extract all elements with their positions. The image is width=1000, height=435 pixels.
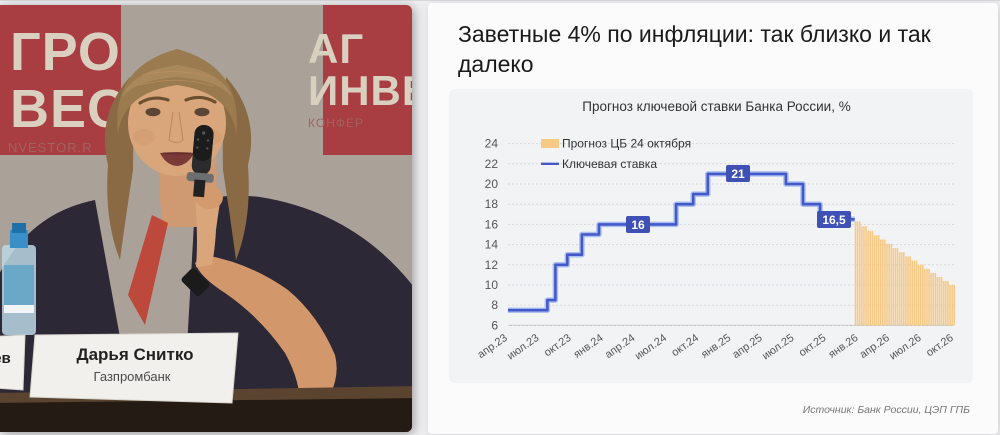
svg-text:NVESTOR.R: NVESTOR.R [8,140,93,155]
svg-text:ГРО: ГРО [10,22,121,82]
svg-text:16: 16 [631,218,645,232]
svg-text:10: 10 [485,278,499,292]
svg-text:Прогноз ЦБ 24 октября: Прогноз ЦБ 24 октября [562,137,691,151]
svg-text:окт.23: окт.23 [542,332,574,359]
svg-text:янв.25: янв.25 [699,332,733,361]
svg-text:16: 16 [485,217,499,231]
svg-text:апр.25: апр.25 [730,332,764,361]
svg-text:июл.26: июл.26 [887,332,923,362]
svg-text:апр.26: апр.26 [858,332,892,361]
svg-text:Газпромбанк: Газпромбанк [94,369,171,384]
svg-text:КОНФЕР: КОНФЕР [308,116,364,130]
svg-text:21: 21 [731,167,745,181]
svg-text:18: 18 [485,197,499,211]
svg-text:АГ: АГ [308,25,364,72]
svg-text:14: 14 [485,238,499,252]
svg-text:июл.25: июл.25 [760,332,796,362]
svg-text:янв.26: янв.26 [826,332,860,361]
svg-text:июл.24: июл.24 [633,332,669,362]
svg-text:Ключевая ставка: Ключевая ставка [562,157,657,171]
svg-text:22: 22 [485,157,499,171]
svg-text:12: 12 [485,258,499,272]
svg-text:апр.24: апр.24 [603,332,637,361]
svg-text:окт.24: окт.24 [670,332,702,359]
svg-text:6: 6 [491,318,498,332]
svg-text:янв.24: янв.24 [572,332,606,361]
svg-text:окт.25: окт.25 [797,332,829,359]
svg-text:ИНВЕ: ИНВЕ [308,67,412,114]
svg-text:июл.23: июл.23 [505,332,541,362]
svg-text:окт.26: окт.26 [924,332,956,359]
svg-text:апр.23: апр.23 [475,332,509,361]
svg-text:20: 20 [485,177,499,191]
svg-text:24: 24 [485,137,499,151]
svg-text:8: 8 [491,298,498,312]
svg-text:16,5: 16,5 [822,213,846,227]
svg-text:ев: ев [0,350,11,367]
svg-text:Дарья Снитко: Дарья Снитко [76,345,193,364]
